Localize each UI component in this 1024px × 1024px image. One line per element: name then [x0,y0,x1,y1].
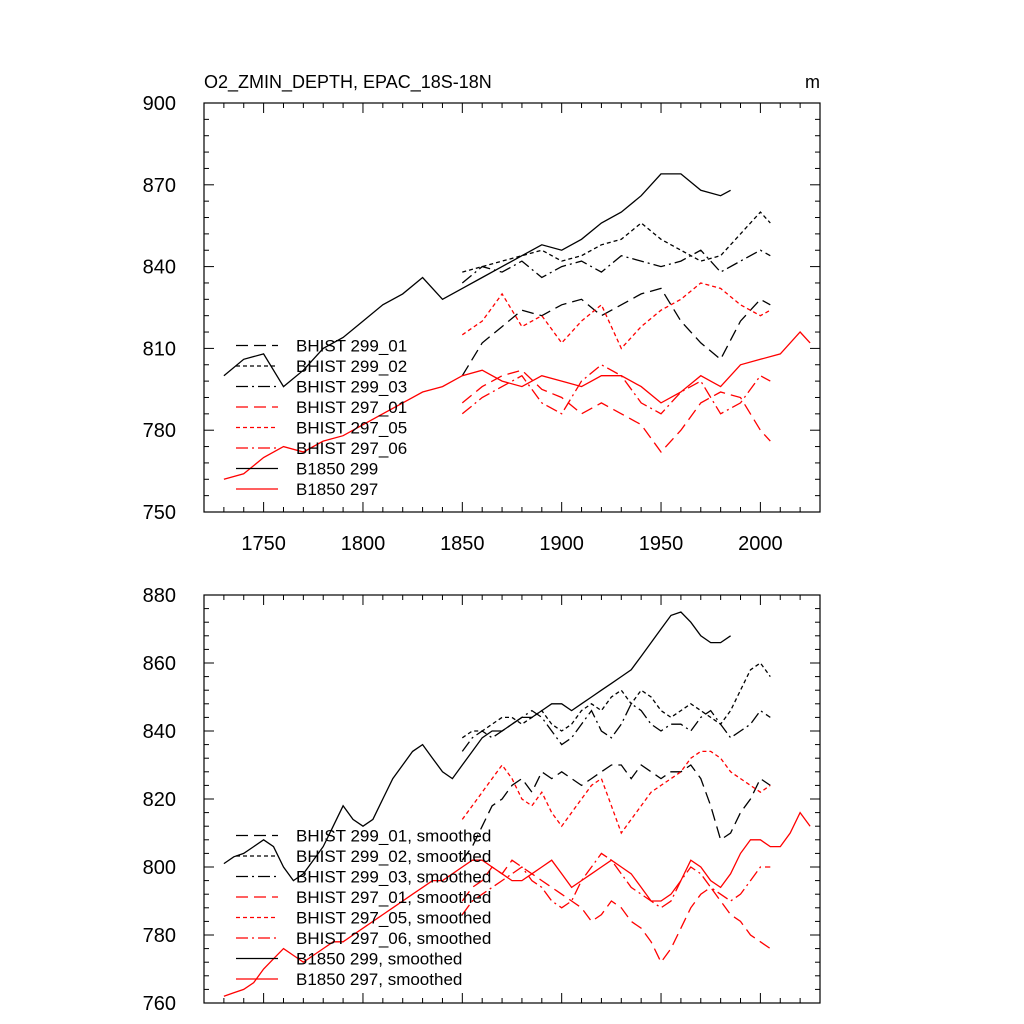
series-line-6 [461,364,771,415]
y-tick-label: 860 [143,653,176,675]
legend-label: BHIST 297_01 [296,398,407,417]
bottom-panel: 760 780 800 820 840 860 880 BHIST 299_01, smoot… [143,585,821,1015]
chart-title: O2_ZMIN_DEPTH, EPAC_18S-18N [204,72,492,93]
y-tick-label: 840 [143,721,176,743]
series-line-7 [223,173,731,388]
legend-label: BHIST 297_06, smoothed [296,929,491,948]
x-tick-label: 1800 [341,533,386,555]
y-tick-label: 870 [143,175,176,197]
units-label: m [805,72,820,92]
y-tick-label: 750 [143,502,176,524]
y-tick-label: 780 [143,420,176,442]
legend-label: BHIST 299_03 [296,378,407,397]
series-line-5 [461,282,771,350]
series-line-1 [461,764,771,861]
series-line-5 [461,750,771,835]
y-tick-label: 840 [143,257,176,279]
top-panel: 1750 1800 1850 1900 1950 2000 750 780 810 840 870 9… [143,93,821,555]
legend-label: BHIST 297_05 [296,419,407,438]
y-tick-label: 810 [143,338,176,360]
series-line-2 [461,662,771,739]
legend-label: BHIST 299_01, smoothed [296,827,491,846]
legend-label: BHIST 299_01 [296,337,407,356]
series-line-8 [223,811,811,997]
legend-label: BHIST 299_02, smoothed [296,847,491,866]
x-tick-label: 1850 [440,533,485,555]
series-line-4 [461,859,771,964]
y-tick-label: 820 [143,789,176,811]
x-tick-label: 1950 [639,533,684,555]
x-tick-label: 2000 [738,533,783,555]
legend-label: BHIST 297_06 [296,439,407,458]
legend-label: BHIST 297_01, smoothed [296,888,491,907]
legend-label: B1850 299, smoothed [296,950,462,969]
series-line-2 [462,211,771,273]
y-tick-label: 800 [143,857,176,879]
series-line-3 [461,249,771,284]
y-tick-label: 880 [143,585,176,607]
series-line-4 [461,369,771,454]
x-tick-label: 1750 [241,533,286,555]
legend-label: B1850 299 [296,460,378,479]
series-line-7 [223,611,731,882]
legend-label: B1850 297 [296,480,378,499]
plot-frame [203,102,821,513]
x-tick-label: 1900 [539,533,584,555]
legend-label: BHIST 299_02 [296,357,407,376]
legend-label: B1850 297, smoothed [296,970,462,989]
series-line-6 [461,852,771,915]
series-line-1 [461,287,771,377]
legend-label: BHIST 297_05, smoothed [296,909,491,928]
series-line-3 [461,702,771,752]
legend-label: BHIST 299_03, smoothed [296,868,491,887]
y-tick-label: 900 [143,93,176,115]
y-tick-label: 780 [143,925,176,947]
y-tick-label: 760 [143,993,176,1015]
series-line-8 [223,331,811,480]
